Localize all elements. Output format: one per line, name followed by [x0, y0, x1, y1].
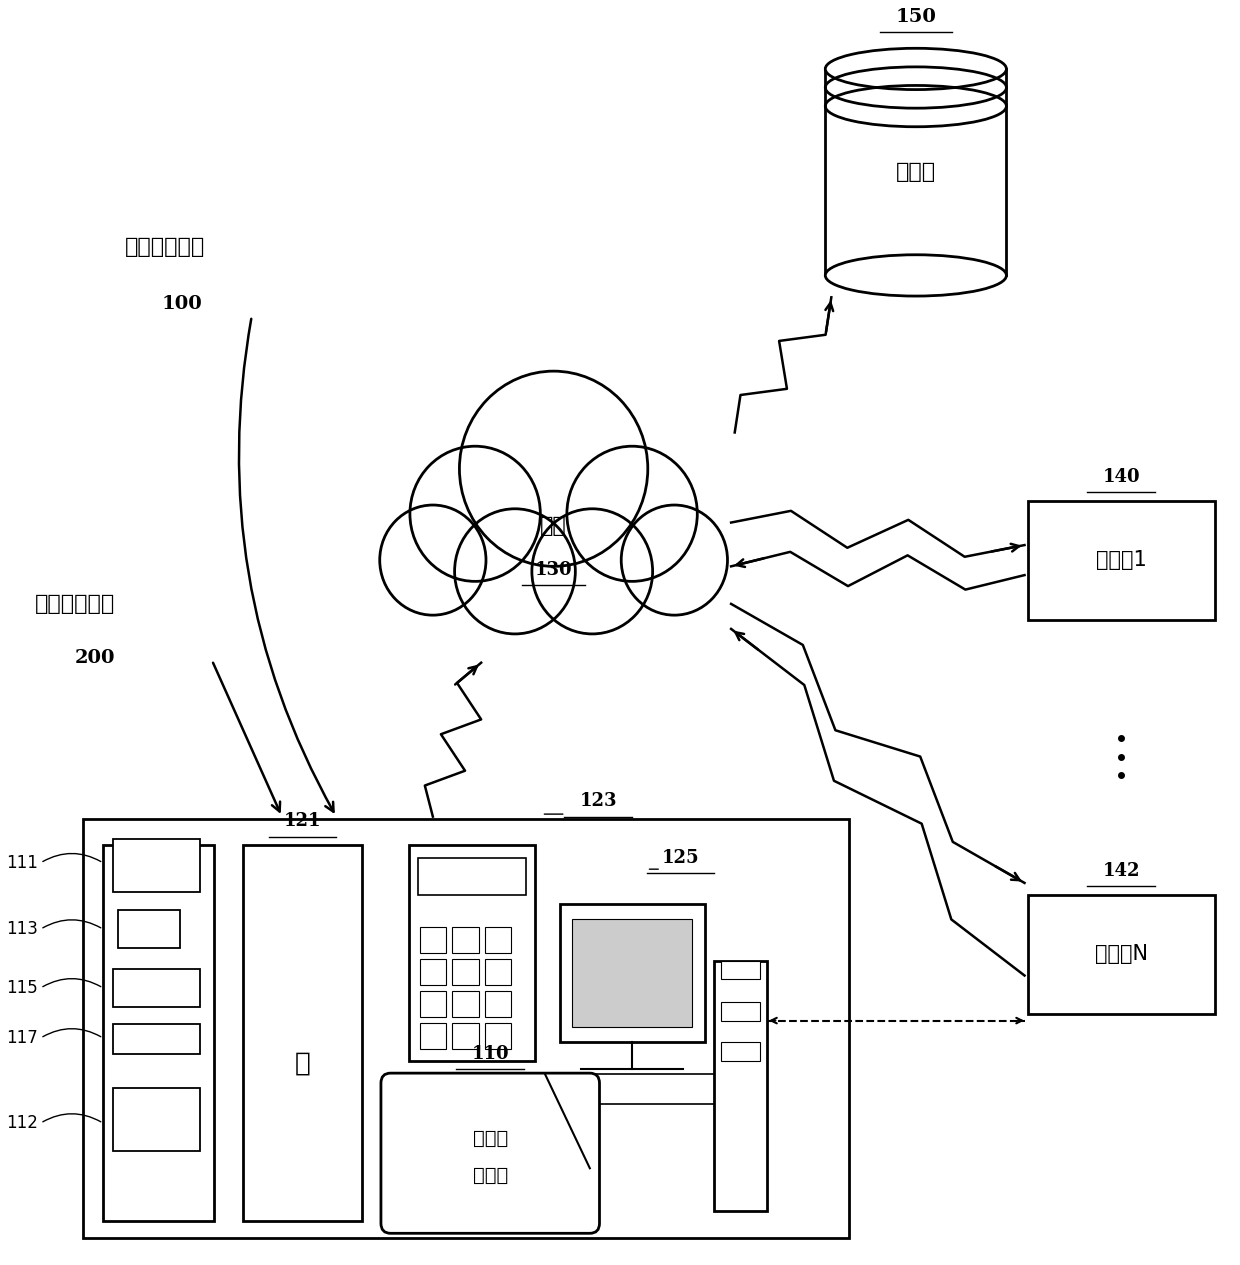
FancyBboxPatch shape: [83, 820, 849, 1238]
FancyBboxPatch shape: [453, 1023, 479, 1050]
Text: 客户端1: 客户端1: [1096, 550, 1147, 571]
FancyBboxPatch shape: [485, 927, 511, 954]
Text: 111: 111: [6, 854, 38, 872]
Polygon shape: [826, 68, 1007, 276]
FancyBboxPatch shape: [419, 927, 446, 954]
Circle shape: [567, 447, 697, 582]
Circle shape: [460, 371, 647, 567]
Text: 123: 123: [579, 792, 618, 811]
Ellipse shape: [826, 254, 1007, 296]
FancyBboxPatch shape: [419, 990, 446, 1017]
Text: 115: 115: [6, 979, 38, 997]
FancyBboxPatch shape: [113, 969, 200, 1007]
FancyBboxPatch shape: [453, 927, 479, 954]
FancyBboxPatch shape: [485, 959, 511, 985]
FancyBboxPatch shape: [722, 1042, 760, 1060]
FancyBboxPatch shape: [113, 1025, 200, 1054]
Circle shape: [532, 509, 652, 634]
FancyBboxPatch shape: [722, 960, 760, 979]
Text: 121: 121: [284, 812, 321, 830]
FancyBboxPatch shape: [485, 1023, 511, 1050]
Text: 112: 112: [6, 1114, 38, 1132]
FancyBboxPatch shape: [453, 990, 479, 1017]
FancyBboxPatch shape: [453, 959, 479, 985]
FancyBboxPatch shape: [485, 990, 511, 1017]
Text: 网络: 网络: [541, 516, 567, 536]
FancyBboxPatch shape: [381, 1073, 599, 1233]
Ellipse shape: [826, 48, 1007, 90]
Text: 门: 门: [295, 1050, 310, 1077]
Text: 病理分析系统: 病理分析系统: [125, 238, 205, 257]
FancyBboxPatch shape: [722, 1002, 760, 1021]
FancyBboxPatch shape: [243, 845, 362, 1221]
Text: 150: 150: [895, 8, 936, 25]
Text: 客户端N: 客户端N: [1095, 944, 1148, 964]
Text: 125: 125: [662, 849, 699, 867]
Text: 110: 110: [471, 1045, 510, 1063]
Text: 数据库: 数据库: [895, 162, 936, 182]
Text: 130: 130: [534, 560, 573, 579]
Text: 载玻片扫描仪: 载玻片扫描仪: [35, 593, 114, 614]
FancyBboxPatch shape: [546, 1074, 719, 1104]
Circle shape: [455, 509, 575, 634]
Text: 142: 142: [1102, 861, 1140, 879]
Text: 200: 200: [74, 649, 115, 667]
Circle shape: [621, 505, 728, 615]
Text: 数字成: 数字成: [472, 1128, 508, 1147]
FancyBboxPatch shape: [409, 845, 536, 1060]
FancyBboxPatch shape: [714, 960, 768, 1211]
Circle shape: [410, 447, 541, 582]
Text: 像系统: 像系统: [472, 1166, 508, 1185]
FancyBboxPatch shape: [1028, 894, 1215, 1013]
Text: 100: 100: [161, 295, 202, 312]
FancyBboxPatch shape: [418, 858, 526, 896]
FancyBboxPatch shape: [419, 1023, 446, 1050]
Circle shape: [379, 505, 486, 615]
FancyBboxPatch shape: [559, 904, 704, 1042]
FancyBboxPatch shape: [113, 839, 200, 892]
Text: 140: 140: [1102, 468, 1140, 486]
Text: 113: 113: [6, 920, 38, 939]
FancyBboxPatch shape: [572, 920, 692, 1027]
FancyBboxPatch shape: [1028, 501, 1215, 620]
FancyBboxPatch shape: [118, 911, 181, 947]
FancyBboxPatch shape: [103, 845, 215, 1221]
FancyBboxPatch shape: [113, 1088, 200, 1151]
Text: 117: 117: [6, 1030, 38, 1047]
FancyBboxPatch shape: [419, 959, 446, 985]
